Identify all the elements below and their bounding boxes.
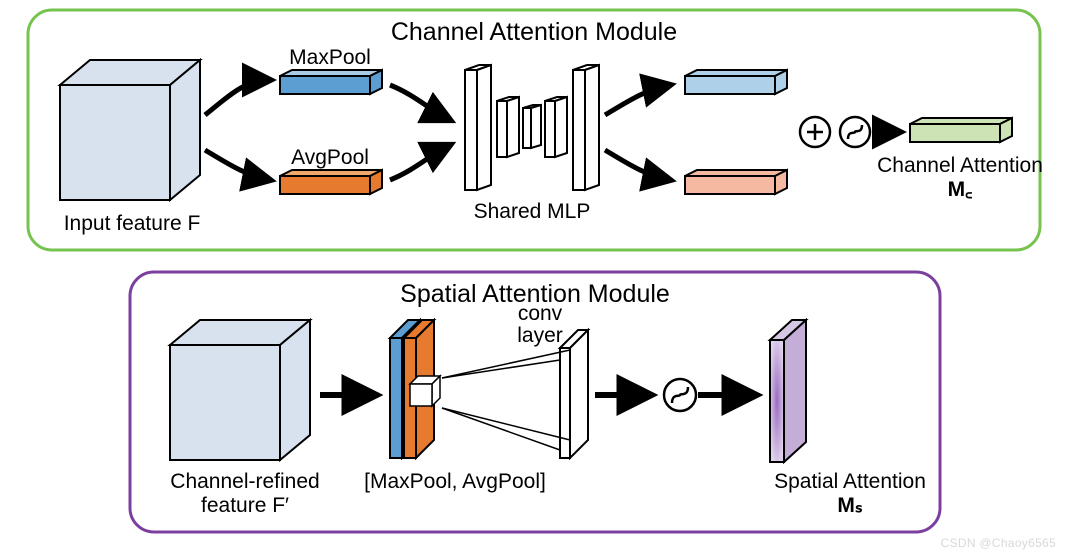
sigmoid-icon-2 bbox=[664, 379, 696, 411]
arrow-avg-to-mlp bbox=[390, 145, 450, 180]
shared-mlp bbox=[465, 65, 599, 190]
arrow-mlp-to-out1 bbox=[605, 85, 670, 115]
input-cube bbox=[60, 60, 200, 200]
avgpool-bar bbox=[280, 170, 382, 194]
arrow-mlp-to-out2 bbox=[605, 150, 670, 180]
frustum-line bbox=[442, 408, 570, 440]
sigmoid-icon bbox=[840, 117, 870, 147]
arrow-cube-to-max bbox=[205, 80, 270, 115]
mlp-label: Shared MLP bbox=[474, 200, 591, 223]
diagram-canvas: Channel Attention Module Input feature F… bbox=[0, 0, 1068, 556]
arrow-cube-to-avg bbox=[205, 150, 270, 180]
panel1-title: Channel Attention Module bbox=[391, 18, 677, 46]
mc-bar bbox=[910, 118, 1012, 142]
arrow-max-to-mlp bbox=[390, 85, 450, 120]
mc-label: Channel Attention bbox=[877, 154, 1043, 177]
ms-slab bbox=[770, 320, 806, 462]
maxpool-bar bbox=[280, 70, 382, 94]
pool-slabs bbox=[390, 320, 440, 458]
ms-symbol: Mₛ bbox=[837, 494, 862, 517]
frustum-line bbox=[442, 360, 560, 378]
input-label: Input feature F bbox=[64, 212, 201, 235]
spatial-attention-module: Spatial Attention Module Channel-refined… bbox=[130, 272, 940, 532]
channel-attention-module: Channel Attention Module Input feature F… bbox=[28, 10, 1043, 250]
maxpool-label: MaxPool bbox=[289, 46, 371, 69]
input2-label-1: Channel-refined bbox=[170, 470, 319, 493]
out-bar-2 bbox=[685, 170, 787, 194]
frustum-line bbox=[442, 350, 570, 378]
avgpool-label: AvgPool bbox=[291, 146, 369, 169]
mc-symbol: M꜀ bbox=[948, 178, 973, 201]
watermark: CSDN @Chaoy6565 bbox=[941, 536, 1056, 550]
plus-icon bbox=[800, 117, 830, 147]
conv-label-1: conv bbox=[518, 302, 563, 325]
input2-label-2: feature F′ bbox=[201, 494, 289, 517]
conv-label-2: layer bbox=[517, 324, 563, 347]
pool-label: [MaxPool, AvgPool] bbox=[364, 470, 546, 493]
input-cube-2 bbox=[170, 320, 310, 460]
out-bar-1 bbox=[685, 70, 787, 94]
frustum-line bbox=[442, 408, 560, 450]
ms-label: Spatial Attention bbox=[774, 470, 926, 493]
